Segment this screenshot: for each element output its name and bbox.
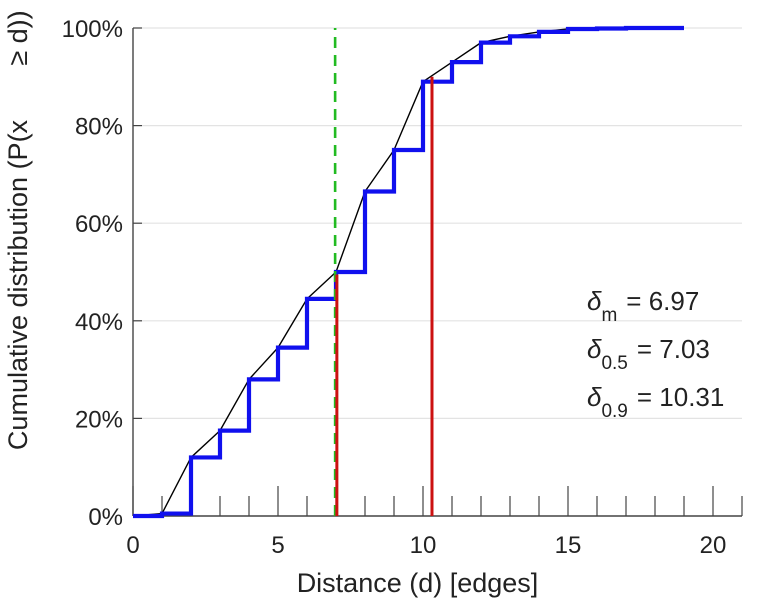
x-tick-label: 0 — [126, 532, 139, 559]
y-axis-label: Cumulative distribution (P(x ≥ d)) — [3, 10, 33, 450]
vlines-layer — [333, 28, 434, 516]
y-tick-label: 80% — [75, 114, 123, 141]
statistics-annotation: δm = 6.97 δ0.5 = 7.03 δ0.9 = 10.31 — [587, 286, 724, 422]
statistic-label: δ0.5 = 7.03 — [587, 334, 710, 374]
grid-layer — [133, 27, 742, 419]
axes-layer — [132, 28, 742, 517]
y-tick-label: 100% — [62, 16, 123, 43]
series-layer — [132, 25, 684, 519]
y-tick-label: 40% — [75, 309, 123, 336]
y-axis-label-part-1: Cumulative distribution (P(x — [3, 119, 33, 450]
interpolated-cdf-line — [132, 27, 684, 517]
statistic-label: δm = 6.97 — [587, 286, 699, 326]
y-tick-label: 60% — [75, 211, 123, 238]
y-tick-label: 20% — [75, 406, 123, 433]
x-tick-label: 5 — [271, 532, 284, 559]
x-tick-label: 10 — [410, 532, 437, 559]
ticks-layer: 0 5 10 15 20 0% 20% 40% 60% 80% 100% — [62, 16, 743, 559]
y-axis-label-part-2: ≥ d)) — [3, 10, 33, 65]
x-tick-label: 20 — [700, 532, 727, 559]
x-tick-label: 15 — [555, 532, 582, 559]
statistic-label: δ0.9 = 10.31 — [587, 382, 724, 422]
step-cdf-line — [133, 25, 684, 519]
y-tick-label: 0% — [88, 504, 123, 531]
x-axis-label: Distance (d) [edges] — [297, 568, 539, 598]
